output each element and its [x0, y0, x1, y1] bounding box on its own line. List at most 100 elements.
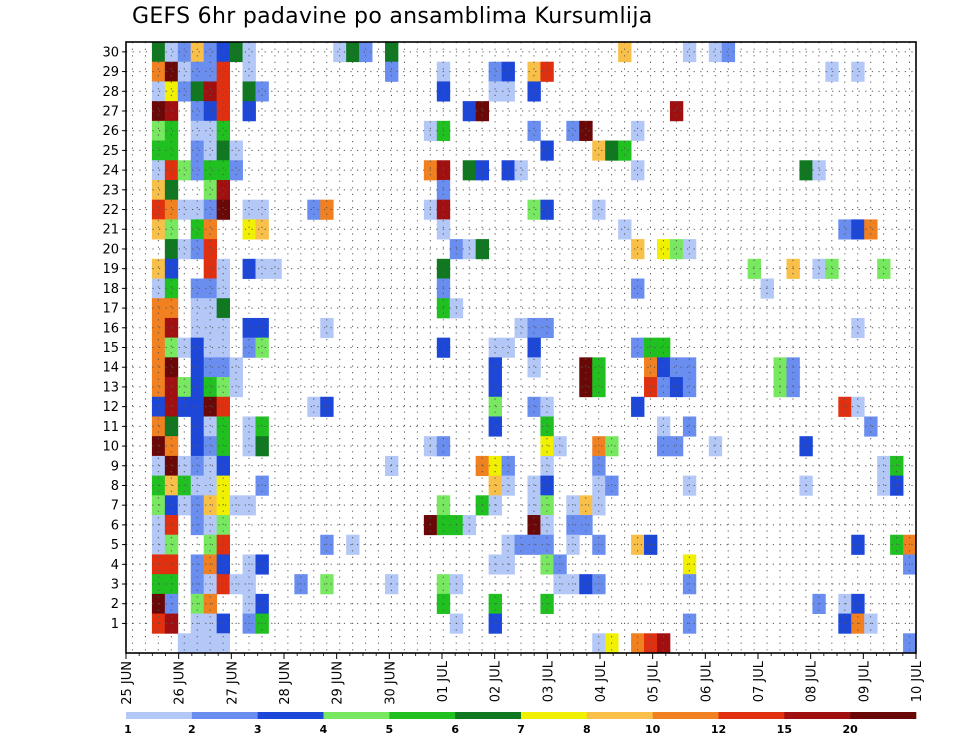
y-tick-label: 10 — [102, 440, 119, 455]
heatmap-cell — [164, 436, 179, 457]
heatmap-cell — [164, 101, 179, 122]
colorbar-label: 2 — [188, 723, 196, 736]
heatmap-cell — [592, 199, 606, 220]
heatmap-cell — [203, 495, 218, 516]
heatmap-cell — [592, 357, 606, 378]
heatmap-cell — [190, 160, 205, 181]
heatmap-cell — [164, 337, 179, 358]
heatmap-cell — [527, 396, 541, 417]
heatmap-cell — [540, 317, 554, 339]
heatmap-cell — [501, 61, 515, 82]
heatmap-cell — [164, 278, 179, 299]
heatmap-cell — [527, 199, 541, 220]
heatmap-cell — [618, 140, 632, 161]
y-tick-label: 15 — [102, 341, 119, 356]
heatmap-cell — [164, 81, 179, 102]
heatmap-cell — [164, 396, 179, 417]
heatmap-cell — [488, 61, 502, 82]
heatmap-cell — [242, 81, 256, 102]
colorbar-label: 3 — [254, 723, 262, 736]
colorbar-swatch — [257, 712, 324, 719]
heatmap-cell — [151, 179, 166, 201]
heatmap-cell — [177, 199, 192, 220]
heatmap-cell — [488, 495, 502, 516]
heatmap-cell — [177, 455, 192, 477]
heatmap-cell — [242, 495, 256, 516]
heatmap-cell — [216, 61, 231, 82]
heatmap-cell — [203, 179, 218, 201]
heatmap-cell — [255, 436, 269, 457]
heatmap-cell — [190, 377, 205, 398]
x-tick-label: 27 JUN — [225, 661, 240, 705]
heatmap-cell — [216, 278, 231, 299]
heatmap-cell — [229, 140, 243, 161]
heatmap-cell — [708, 42, 723, 63]
heatmap-cell — [151, 495, 166, 516]
heatmap-cell — [203, 160, 218, 181]
colorbar-label: 12 — [711, 723, 726, 736]
heatmap-cell — [527, 120, 541, 141]
heatmap-cell — [242, 258, 256, 279]
heatmap-cell — [501, 160, 515, 181]
heatmap-cell — [527, 61, 541, 82]
heatmap-cell — [203, 317, 218, 339]
heatmap-cell — [151, 357, 166, 378]
heatmap-cell — [488, 377, 502, 398]
heatmap-cell — [656, 337, 671, 358]
heatmap-cell — [151, 377, 166, 398]
y-tick-label: 23 — [102, 183, 119, 198]
heatmap-cell — [177, 396, 192, 417]
colorbar-label: 1 — [124, 723, 132, 736]
heatmap-cell — [190, 199, 205, 220]
heatmap-cell — [164, 455, 179, 477]
heatmap-cell — [203, 357, 218, 378]
heatmap-cell — [527, 317, 541, 339]
colorbar-swatch — [323, 712, 390, 719]
heatmap-cell — [385, 61, 399, 82]
heatmap-cell — [385, 42, 399, 63]
heatmap-cell — [216, 179, 231, 201]
heatmap-cell — [527, 515, 541, 536]
heatmap-cell — [203, 455, 218, 477]
x-tick-label: 05 JUL — [647, 660, 662, 702]
heatmap-cell — [216, 160, 231, 181]
heatmap-cell — [851, 396, 865, 417]
heatmap-cell — [164, 239, 179, 260]
heatmap-cell — [203, 81, 218, 102]
y-tick-label: 27 — [102, 104, 119, 119]
heatmap-cell — [190, 278, 205, 299]
heatmap-cell — [242, 219, 256, 240]
heatmap-cell — [203, 219, 218, 240]
colorbar-legend: 1 2 3 4 5 6 7 8 10 12 15 20 — [124, 712, 917, 736]
heatmap-cell — [203, 475, 218, 496]
colorbar-swatch — [718, 712, 785, 719]
heatmap-cell — [216, 357, 231, 378]
heatmap-cell — [229, 357, 243, 378]
heatmap-cell — [164, 42, 179, 63]
heatmap-cell — [177, 61, 192, 82]
colorbar-swatch — [191, 712, 258, 719]
heatmap-cell — [579, 495, 593, 516]
heatmap-cell — [708, 436, 723, 457]
colorbar-swatch — [850, 712, 917, 719]
heatmap-cell — [151, 219, 166, 240]
heatmap-cell — [566, 495, 580, 516]
heatmap-cell — [682, 42, 697, 63]
heatmap-cell — [151, 199, 166, 220]
heatmap-cell — [216, 436, 231, 457]
heatmap-cell — [682, 357, 697, 378]
heatmap-cell — [501, 455, 515, 477]
heatmap-cell — [177, 42, 192, 63]
heatmap-cell — [177, 160, 192, 181]
heatmap-cell — [890, 455, 904, 477]
heatmap-cell — [190, 219, 205, 240]
heatmap-cell — [864, 416, 878, 437]
heatmap-cell — [579, 377, 593, 398]
heatmap-cell — [216, 396, 231, 417]
heatmap-cell — [682, 416, 697, 437]
x-tick-label: 29 JUN — [331, 661, 346, 705]
heatmap-cell — [216, 81, 231, 102]
x-tick-label: 01 JUL — [436, 660, 451, 702]
heatmap-cell — [592, 475, 606, 496]
grid-lines — [126, 42, 916, 653]
